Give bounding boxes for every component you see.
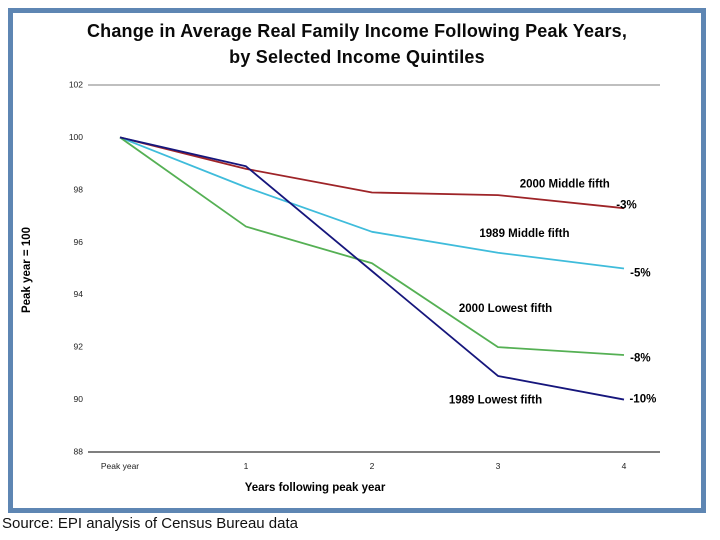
x-axis-title: Years following peak year: [245, 482, 386, 494]
y-tick-label: 92: [74, 342, 84, 352]
series-end-value: -10%: [629, 393, 656, 405]
x-tick-label: 3: [496, 461, 501, 471]
chart-title: Change in Average Real Family Income Fol…: [13, 18, 701, 70]
y-tick-label: 88: [74, 447, 84, 457]
series-line-1989-middle-fifth: [119, 136, 625, 270]
income-line-chart: 102 100 98 96 94 92 90 88 Peak year 1 2 3 4 Years fol…: [69, 80, 660, 494]
series-label: 2000 Middle fifth: [520, 178, 610, 190]
series-label: 1989 Middle fifth: [479, 228, 569, 240]
y-tick-label: 102: [69, 80, 83, 90]
series-end-value: -8%: [630, 353, 650, 365]
chart-frame: Change in Average Real Family Income Fol…: [8, 8, 706, 513]
y-tick-label: 100: [69, 132, 83, 142]
series-end-value: -5%: [630, 267, 650, 279]
series-end-value: -3%: [616, 199, 636, 211]
series-line-2000-middle-fifth: [119, 136, 625, 210]
series-label: 1989 Lowest fifth: [449, 395, 542, 407]
y-tick-label: 96: [74, 237, 84, 247]
chart-title-line1: Change in Average Real Family Income Fol…: [86, 21, 628, 41]
source-note: Source: EPI analysis of Census Bureau da…: [2, 515, 299, 532]
chart-title-line2: by Selected Income Quintiles: [229, 47, 485, 67]
x-tick-label: Peak year: [101, 461, 139, 471]
y-tick-label: 94: [74, 289, 84, 299]
y-tick-label: 90: [74, 394, 84, 404]
x-tick-label: 2: [370, 461, 375, 471]
series-label: 2000 Lowest fifth: [459, 303, 552, 315]
series-line-2000-lowest-fifth: [119, 136, 625, 356]
x-tick-label: 1: [244, 461, 249, 471]
y-tick-label: 98: [74, 184, 84, 194]
x-tick-label: 4: [622, 461, 627, 471]
series-line-1989-lowest-fifth: [119, 136, 625, 401]
